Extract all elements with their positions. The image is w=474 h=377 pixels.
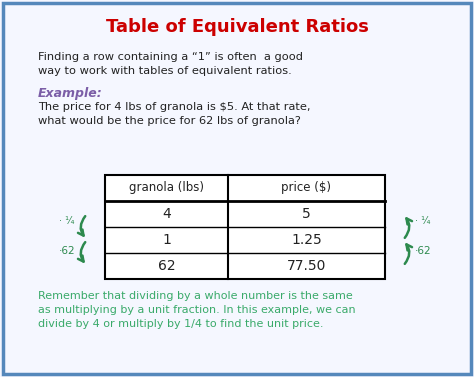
Text: way to work with tables of equivalent ratios.: way to work with tables of equivalent ra… [38, 66, 292, 76]
Text: · ¹⁄₄: · ¹⁄₄ [59, 216, 75, 226]
Text: price ($): price ($) [282, 181, 331, 195]
Text: 62: 62 [158, 259, 175, 273]
Text: 1.25: 1.25 [291, 233, 322, 247]
Text: Example:: Example: [38, 87, 103, 100]
Text: · ¹⁄₄: · ¹⁄₄ [415, 216, 431, 226]
Text: divide by 4 or multiply by 1/4 to find the unit price.: divide by 4 or multiply by 1/4 to find t… [38, 319, 323, 329]
Text: 5: 5 [302, 207, 311, 221]
Text: Remember that dividing by a whole number is the same: Remember that dividing by a whole number… [38, 291, 353, 301]
Text: Finding a row containing a “1” is often  a good: Finding a row containing a “1” is often … [38, 52, 303, 62]
Text: ·62: ·62 [59, 246, 75, 256]
Text: as multiplying by a unit fraction. In this example, we can: as multiplying by a unit fraction. In th… [38, 305, 356, 315]
Text: 1: 1 [162, 233, 171, 247]
Text: Table of Equivalent Ratios: Table of Equivalent Ratios [106, 18, 368, 36]
Text: 77.50: 77.50 [287, 259, 326, 273]
Text: granola (lbs): granola (lbs) [129, 181, 204, 195]
Text: ·62: ·62 [415, 246, 431, 256]
Bar [105, 175, 385, 279]
Text: The price for 4 lbs of granola is $5. At that rate,: The price for 4 lbs of granola is $5. At… [38, 102, 310, 112]
Text: 4: 4 [162, 207, 171, 221]
Text: what would be the price for 62 lbs of granola?: what would be the price for 62 lbs of gr… [38, 116, 301, 126]
